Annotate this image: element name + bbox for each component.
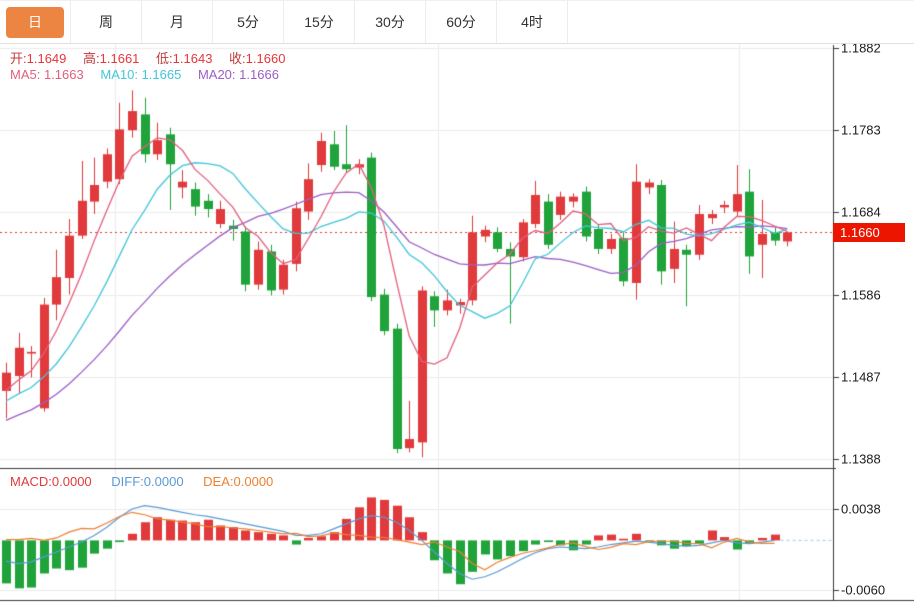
high-value: 1.1661 [99, 51, 140, 66]
diff-value: 0.0000 [143, 474, 184, 489]
tab-week[interactable]: 周 [71, 1, 142, 43]
dea-label: DEA: [203, 474, 234, 489]
price-axis-label: 1.1882 [841, 40, 881, 56]
last-price-badge: 1.1660 [833, 223, 905, 242]
price-axis-label: 1.1487 [841, 369, 881, 385]
ma10-label: MA10: [100, 67, 138, 82]
tab-label: 月 [170, 14, 184, 30]
price-axis-label: 1.1388 [841, 451, 881, 467]
high-label: 高: [83, 51, 100, 66]
close-label: 收: [229, 51, 246, 66]
macd-label: MACD: [10, 474, 52, 489]
tab-5min[interactable]: 5分 [213, 1, 284, 43]
tab-30min[interactable]: 30分 [355, 1, 426, 43]
tab-month[interactable]: 月 [142, 1, 213, 43]
tab-label: 15分 [304, 14, 334, 30]
dea-value: 0.0000 [233, 474, 274, 489]
low-value: 1.1643 [172, 51, 213, 66]
close-value: 1.1660 [245, 51, 286, 66]
open-label: 开: [10, 51, 27, 66]
macd-axis-label: 0.0038 [841, 501, 881, 517]
tab-4hour[interactable]: 4时 [497, 1, 568, 43]
macd-legend: MACD:0.0000 DIFF:0.0000 DEA:0.0000 [10, 474, 286, 489]
macd-value: 0.0000 [51, 474, 92, 489]
period-tabbar: 日 周 月 5分 15分 30分 60分 4时 [0, 1, 914, 44]
tab-label: 60分 [446, 14, 476, 30]
tab-label: 周 [99, 14, 113, 30]
price-axis-label: 1.1783 [841, 122, 881, 138]
kline-chart-canvas[interactable] [0, 44, 914, 605]
price-axis-label: 1.1684 [841, 204, 881, 220]
ma10-value: 1.1665 [141, 67, 182, 82]
tab-label: 30分 [375, 14, 405, 30]
ma-legend: MA5: 1.1663 MA10: 1.1665 MA20: 1.1666 [10, 67, 292, 82]
macd-axis-label: -0.0060 [841, 582, 886, 598]
tab-15min[interactable]: 15分 [284, 1, 355, 43]
tab-60min[interactable]: 60分 [426, 1, 497, 43]
price-axis-label: 1.1586 [841, 287, 881, 303]
ma20-label: MA20: [197, 67, 236, 82]
ma5-label: MA5: [10, 67, 41, 82]
ohlc-legend: 开:1.1649 高:1.1661 低:1.1643 收:1.1660 [10, 48, 298, 67]
ma5-value: 1.1663 [43, 67, 84, 82]
open-value: 1.1649 [26, 51, 67, 66]
tab-label: 5分 [237, 14, 259, 30]
low-label: 低: [156, 51, 173, 66]
ma20-value: 1.1666 [239, 67, 279, 82]
diff-label: DIFF: [111, 474, 144, 489]
tab-label: 日 [6, 6, 64, 38]
tab-day[interactable]: 日 [0, 1, 71, 43]
tab-label: 4时 [521, 14, 543, 30]
